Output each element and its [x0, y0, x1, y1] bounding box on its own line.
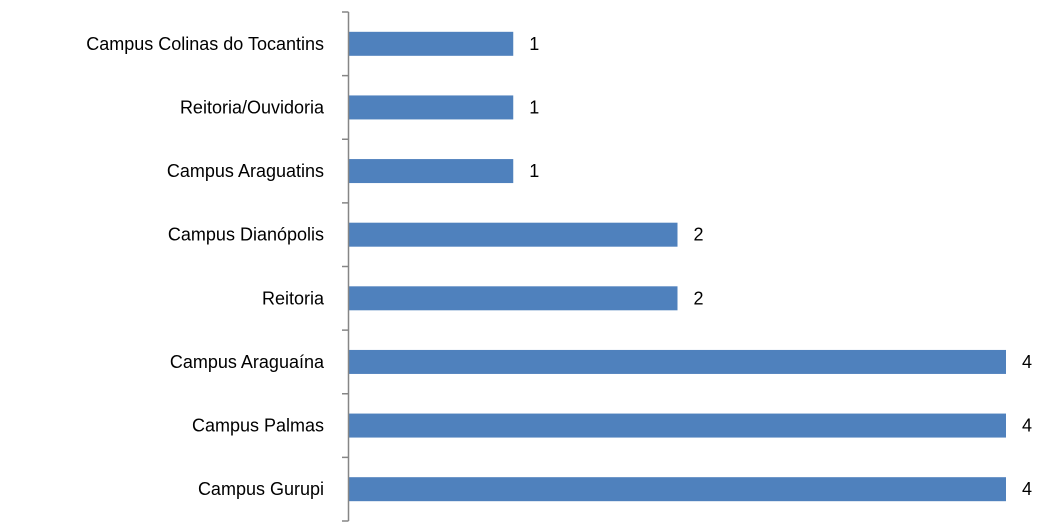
bar: [349, 477, 1006, 502]
category-label: Campus Colinas do Tocantins: [86, 34, 324, 54]
bar: [349, 31, 514, 56]
data-label: 2: [694, 288, 704, 308]
bar: [349, 286, 678, 311]
category-label: Campus Dianópolis: [168, 225, 324, 245]
data-label: 1: [529, 97, 539, 117]
data-label: 4: [1022, 479, 1032, 499]
category-label: Campus Gurupi: [198, 479, 324, 499]
bar: [349, 349, 1006, 374]
bar: [349, 95, 514, 120]
data-label: 4: [1022, 416, 1032, 436]
bar: [349, 159, 514, 184]
data-label: 4: [1022, 352, 1032, 372]
category-label: Reitoria: [262, 288, 325, 308]
category-labels: Campus Colinas do Tocantins Reitoria/Ouvi…: [86, 34, 325, 499]
bar: [349, 413, 1006, 438]
category-label: Campus Araguaína: [170, 352, 325, 372]
category-label: Campus Palmas: [192, 416, 324, 436]
category-axis: [342, 11, 350, 522]
data-label: 2: [694, 225, 704, 245]
data-label: 1: [529, 161, 539, 181]
data-labels: 1 1 1 2 2 4 4 4: [529, 34, 1032, 499]
bars-layer: [349, 31, 1006, 502]
data-label: 1: [529, 34, 539, 54]
category-label: Campus Araguatins: [167, 161, 324, 181]
bar: [349, 222, 678, 247]
category-label: Reitoria/Ouvidoria: [180, 97, 325, 117]
